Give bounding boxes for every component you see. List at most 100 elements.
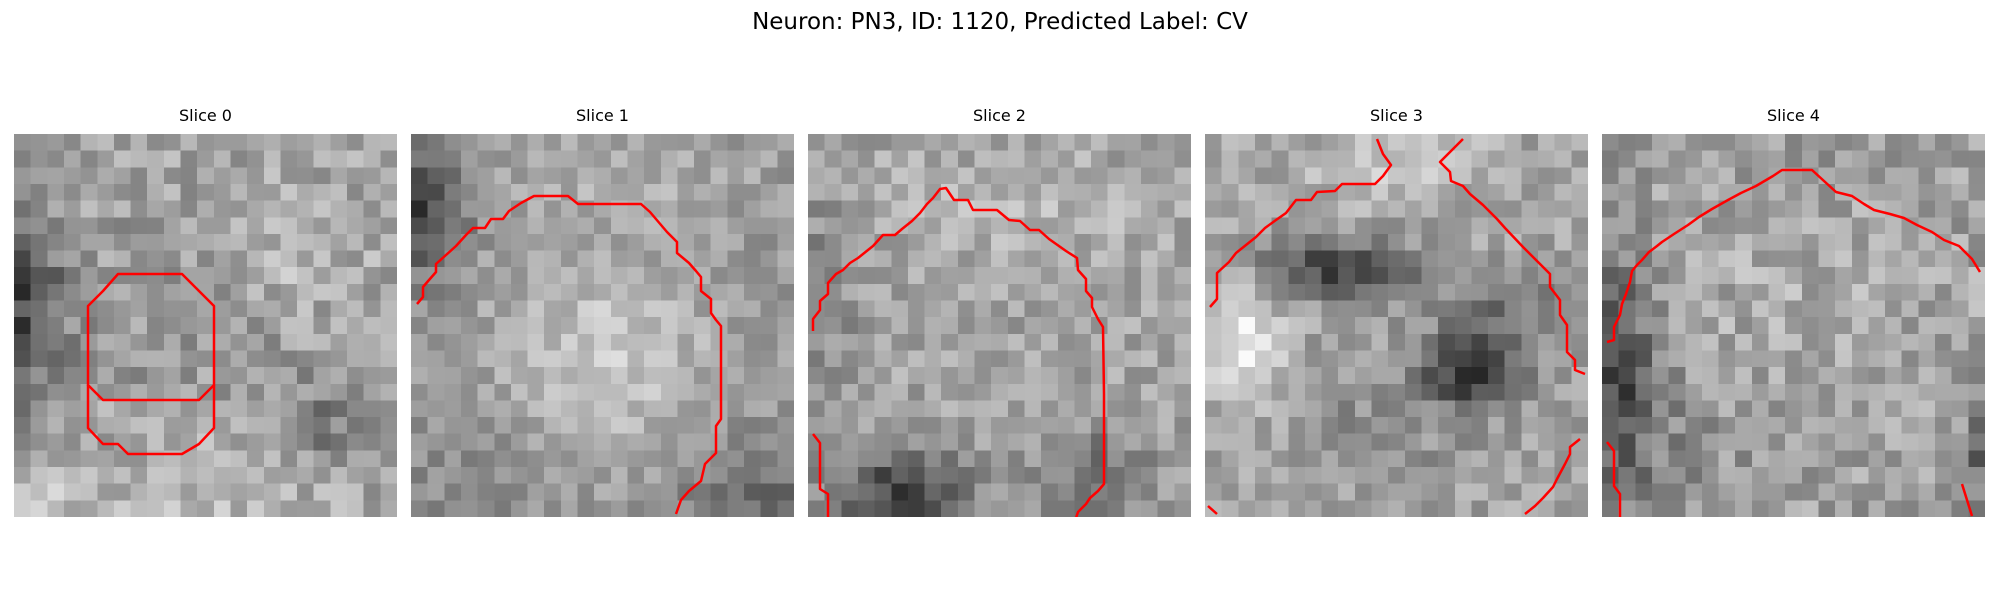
pixel-cell: [1685, 417, 1703, 435]
pixel-cell: [1471, 400, 1489, 418]
pixel-cell: [97, 383, 115, 402]
pixel-cell: [1885, 383, 1903, 402]
pixel-cell: [660, 317, 679, 335]
pixel-cell: [1254, 367, 1273, 385]
pixel-cell: [907, 134, 926, 152]
pixel-cell: [727, 433, 745, 451]
pixel-cell: [1271, 317, 1289, 335]
pixel-cell: [347, 383, 365, 402]
pixel-cell: [1901, 367, 1919, 385]
pixel-cell: [444, 233, 462, 252]
pixel-cell: [841, 134, 859, 152]
pixel-cell: [610, 333, 629, 352]
pixel-cell: [1221, 267, 1239, 285]
pixel-cell: [610, 250, 629, 268]
pixel-cell: [1918, 450, 1936, 468]
pixel-cell: [957, 467, 976, 485]
pixel-cell: [1354, 350, 1373, 368]
pixel-cell: [180, 350, 198, 368]
pixel-cell: [1221, 467, 1239, 485]
pixel-cell: [213, 183, 232, 202]
pixel-cell: [97, 134, 115, 152]
pixel-cell: [197, 300, 215, 318]
pixel-cell: [577, 183, 595, 202]
pixel-cell: [1471, 350, 1489, 368]
pixel-cell: [80, 167, 98, 185]
pixel-cell: [1751, 450, 1770, 468]
pixel-cell: [1651, 400, 1670, 418]
pixel-cell: [1735, 383, 1753, 402]
pixel-cell: [180, 217, 198, 235]
pixel-cell: [841, 167, 859, 185]
pixel-cell: [80, 233, 98, 252]
pixel-cell: [874, 450, 892, 468]
pixel-cell: [1735, 400, 1753, 418]
pixel-cell: [247, 350, 265, 368]
pixel-cell: [1635, 183, 1653, 202]
pixel-cell: [941, 350, 959, 368]
pixel-cell: [1851, 350, 1870, 368]
pixel-cell: [627, 367, 645, 385]
pixel-cell: [527, 300, 545, 318]
pixel-cell: [544, 467, 562, 485]
pixel-cell: [1024, 433, 1042, 451]
pixel-cell: [1901, 417, 1919, 435]
pixel-cell: [1835, 400, 1853, 418]
pixel-cell: [230, 333, 248, 352]
pixel-cell: [30, 350, 48, 368]
pixel-cell: [857, 217, 876, 235]
pixel-cell: [1801, 134, 1820, 152]
pixel-cell: [97, 250, 115, 268]
pixel-cell: [1735, 167, 1753, 185]
pixel-cell: [610, 483, 629, 501]
pixel-cell: [1968, 417, 1985, 435]
pixel-cell: [610, 350, 629, 368]
pixel-cell: [1454, 167, 1473, 185]
pixel-cell: [1554, 167, 1572, 185]
pixel-cell: [1685, 300, 1703, 318]
pixel-cell: [677, 383, 695, 402]
pixel-cell: [1851, 367, 1870, 385]
pixel-cell: [907, 167, 926, 185]
pixel-cell: [857, 467, 876, 485]
pixel-cell: [1768, 333, 1786, 352]
pixel-cell: [1174, 183, 1191, 202]
pixel-cell: [991, 150, 1009, 168]
pixel-cell: [677, 150, 695, 168]
pixel-cell: [1024, 400, 1042, 418]
pixel-cell: [957, 367, 976, 385]
pixel-cell: [1304, 350, 1323, 368]
pixel-cell: [411, 367, 429, 385]
pixel-cell: [347, 283, 365, 302]
pixel-cell: [1718, 333, 1736, 352]
pixel-cell: [1454, 483, 1473, 501]
pixel-cell: [744, 134, 762, 152]
pixel-cell: [874, 483, 892, 501]
pixel-cell: [1801, 433, 1820, 451]
pixel-cell: [1488, 233, 1506, 252]
pixel-cell: [1174, 500, 1191, 517]
pixel-cell: [130, 350, 148, 368]
pixel-cell: [594, 333, 612, 352]
pixel-cell: [1571, 383, 1588, 402]
pixel-cell: [1338, 317, 1356, 335]
pixel-cell: [180, 233, 198, 252]
pixel-cell: [1751, 383, 1770, 402]
pixel-cell: [1438, 267, 1456, 285]
pixel-cell: [1571, 183, 1588, 202]
pixel-cell: [857, 167, 876, 185]
pixel-cell: [1438, 200, 1456, 218]
pixel-cell: [1851, 317, 1870, 335]
pixel-cell: [1454, 450, 1473, 468]
pixel-cell: [494, 150, 512, 168]
pixel-cell: [14, 333, 32, 352]
pixel-cell: [727, 283, 745, 302]
pixel-cell: [760, 433, 778, 451]
pixel-cell: [1388, 200, 1406, 218]
pixel-cell: [1521, 183, 1539, 202]
pixel-cell: [1668, 333, 1686, 352]
pixel-cell: [247, 183, 265, 202]
pixel-cell: [1735, 500, 1753, 517]
pixel-cell: [330, 317, 348, 335]
pixel-cell: [1602, 134, 1620, 152]
